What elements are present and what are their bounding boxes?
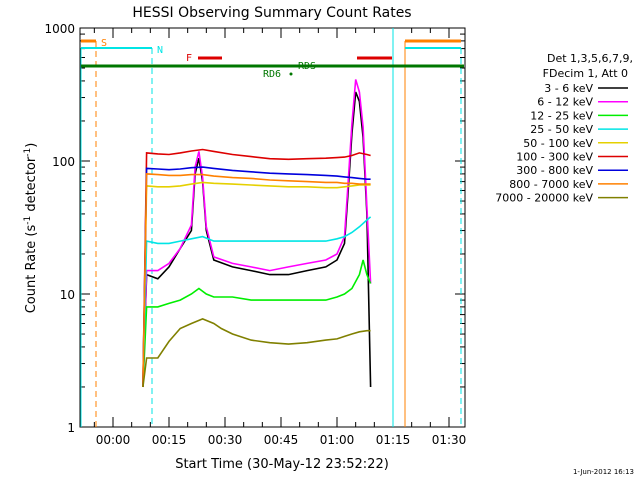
legend: Det 1,3,5,6,7,9, FDecim 1, Att 0 3 - 6 k… [495,52,633,205]
series-line-7 [142,166,371,388]
chart-title: HESSI Observing Summary Count Rates [132,5,411,21]
y-axis-label-sup2: -1 [23,148,33,157]
flag-rd6-dot [289,72,293,76]
y-axis-label: Count Rate (s-1 detector-1) [23,143,39,314]
series-line-9 [142,318,371,388]
flag-rds-label: RDS [298,61,316,72]
y-tick-label: 10 [60,288,75,302]
x-tick-label: 01:15 [376,433,411,447]
y-tick-label: 1000 [44,22,75,36]
series-line-3 [142,259,372,388]
flag-s-label: S [101,38,107,49]
series-line-2 [142,79,372,388]
series-line-6 [142,148,371,388]
flag-markers: S N F RDS RD6 [80,28,464,427]
legend-label: 100 - 300 keV [516,151,593,164]
legend-label: 25 - 50 keV [530,123,593,136]
series-lines [142,79,372,388]
legend-label: 800 - 7000 keV [509,178,593,191]
y-axis-label-end: ) [24,143,39,148]
y-axis-label-mid: detector [24,156,39,216]
x-tick-label: 01:30 [432,433,467,447]
y-axis-label-main: Count Rate (s [24,225,39,314]
x-tick-label: 00:15 [152,433,187,447]
x-tick-label: 00:00 [96,433,131,447]
plot-frame [79,27,466,428]
x-tick-label: 01:00 [320,433,355,447]
y-tick-labels: 1 10 100 1000 [44,22,75,435]
legend-label: 12 - 25 keV [530,109,593,122]
legend-label: 6 - 12 keV [537,96,593,109]
x-tick-label: 00:30 [208,433,243,447]
flag-rd6-label: RD6 [263,69,281,80]
legend-header-1: Det 1,3,5,6,7,9, [547,52,633,65]
series-line-4 [142,216,372,388]
y-axis-label-sup: -1 [23,216,33,225]
x-tick-labels: 00:00 00:15 00:30 00:45 01:00 01:15 01:30 [96,433,467,447]
date-stamp: 1-Jun-2012 16:13 [573,468,634,476]
y-tick-label: 100 [52,155,75,169]
x-axis-label: Start Time (30-May-12 23:52:22) [175,457,389,472]
x-tick-label: 00:45 [264,433,299,447]
series-line-5 [142,181,371,388]
legend-header-2: FDecim 1, Att 0 [543,67,628,80]
legend-label: 7000 - 20000 keV [495,192,593,205]
legend-label: 3 - 6 keV [544,82,593,95]
series-line-8 [142,173,371,388]
legend-label: 50 - 100 keV [523,137,593,150]
legend-label: 300 - 800 keV [516,164,593,177]
y-tick-label: 1 [67,421,75,435]
flag-n-label: N [157,45,163,56]
flag-f-label: F [186,53,192,64]
